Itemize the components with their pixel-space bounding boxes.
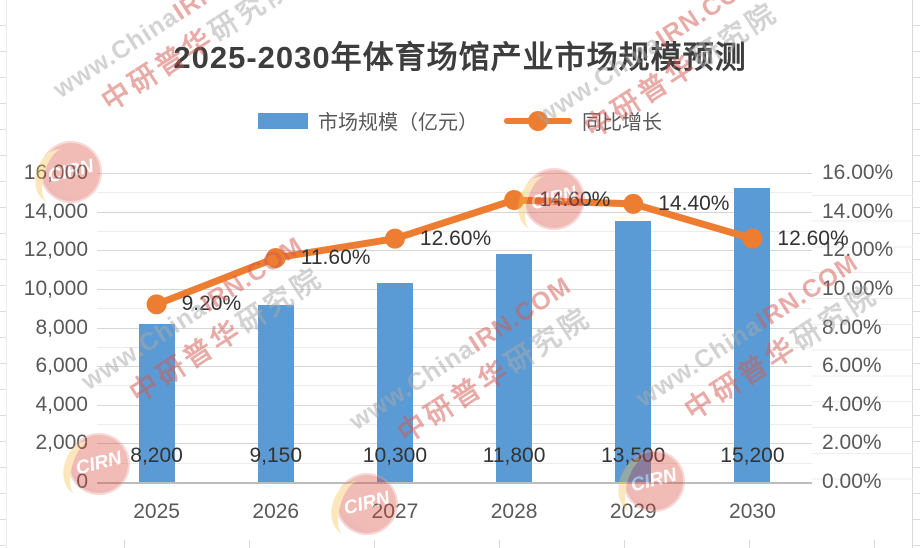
bar-value-label: 11,800: [482, 444, 546, 467]
gridline-major: [97, 173, 812, 174]
bar-2026: [257, 305, 294, 482]
gridline-major: [97, 250, 812, 252]
gridline-minor: [97, 192, 812, 194]
growth-value-label: 14.40%: [658, 191, 730, 215]
y-axis-label-right: 4.00%: [822, 392, 882, 416]
growth-value-label: 14.60%: [539, 188, 611, 212]
y-axis-label-right: 2.00%: [822, 431, 882, 455]
growth-value-label: 12.60%: [419, 226, 492, 250]
y-axis-label-left: 8,000: [35, 315, 88, 339]
x-axis-label: 2025: [133, 500, 180, 523]
legend-label: 市场规模（亿元）: [318, 112, 478, 134]
gridline-minor: [97, 230, 812, 232]
y-axis-label-left: 16,000: [23, 161, 88, 184]
chart-title: 2025-2030年体育场馆产业市场规模预测: [173, 40, 747, 75]
y-axis-label-right: 0.00%: [822, 470, 882, 493]
y-axis-label-right: 8.00%: [822, 315, 882, 339]
gridline-major: [97, 327, 812, 329]
y-axis-label-right: 12.00%: [822, 238, 894, 262]
bar-value-label: 15,200: [720, 444, 785, 467]
gridline-major: [97, 404, 812, 406]
y-axis-label-left: 4,000: [35, 392, 88, 416]
gridline-minor: [97, 308, 812, 310]
bar-value-label: 10,300: [362, 444, 428, 467]
y-axis-label-right: 14.00%: [822, 199, 894, 223]
gridline-major: [97, 482, 812, 484]
gridline-major: [97, 366, 812, 368]
gridline-minor: [97, 385, 812, 387]
line-point-2025: [146, 294, 167, 315]
growth-value-label: 12.60%: [777, 226, 849, 250]
y-axis-label-left: 6,000: [35, 354, 88, 378]
y-axis-label-left: 0: [76, 470, 88, 493]
legend-item-growth: 同比增长: [504, 106, 662, 135]
gridline-minor: [97, 424, 812, 426]
sheet-rows-right: [812, 170, 913, 490]
y-axis-label-right: 6.00%: [822, 354, 882, 378]
gridline-major: [97, 288, 812, 290]
line-point-2028: [504, 190, 525, 211]
y-axis-label-left: 12,000: [23, 238, 88, 262]
y-axis-label-right: 16.00%: [822, 161, 894, 184]
growth-value-label: 11.60%: [300, 245, 371, 269]
bar-value-label: 13,500: [601, 444, 666, 467]
gridline-minor: [97, 462, 812, 464]
y-axis-label-left: 2,000: [35, 431, 88, 455]
line-point-2029: [623, 193, 644, 214]
x-axis-label: 2030: [729, 500, 776, 523]
gridline-major: [97, 443, 812, 445]
gridline-major: [97, 211, 812, 213]
legend-line-marker: [528, 110, 548, 131]
gridline-minor: [97, 346, 812, 348]
y-axis-label-left: 10,000: [23, 276, 88, 300]
bar-2028: [496, 254, 533, 482]
legend-label: 同比增长: [582, 112, 662, 134]
line-point-2027: [384, 228, 405, 249]
line-point-2030: [742, 228, 763, 249]
y-axis-label-left: 14,000: [23, 199, 88, 223]
chart-legend: 市场规模（亿元） 同比增长: [0, 106, 920, 135]
sheet-edge-left: [0, 0, 7, 548]
legend-bar-swatch: [258, 112, 308, 129]
sheet-edge-bottom: [0, 540, 920, 548]
x-axis-label: 2027: [371, 500, 419, 523]
bar-value-label: 9,150: [249, 444, 303, 467]
y-axis-label-right: 10.00%: [822, 276, 894, 300]
bar-value-label: 8,200: [130, 444, 183, 467]
legend-line-swatch: [504, 110, 572, 131]
gridline-minor: [97, 269, 812, 271]
bar-2027: [376, 283, 413, 482]
bar-2029: [615, 221, 652, 482]
legend-item-market-size: 市场规模（亿元）: [258, 106, 478, 135]
bar-2025: [138, 323, 175, 482]
line-point-2026: [265, 247, 286, 268]
x-axis-label: 2028: [490, 500, 538, 523]
x-axis-label: 2029: [609, 500, 657, 523]
growth-line: [153, 196, 756, 308]
growth-value-label: 9.20%: [181, 292, 242, 316]
x-axis-label: 2026: [252, 500, 300, 523]
